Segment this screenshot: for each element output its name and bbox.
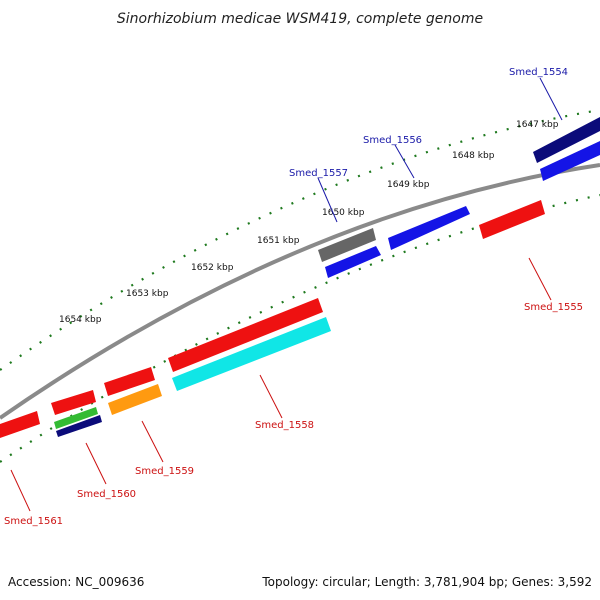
gene-label-smed-1556[interactable]: Smed_1556 xyxy=(363,135,422,146)
leader-smed-1560 xyxy=(85,442,107,485)
gene-smed-1559-feature[interactable] xyxy=(108,384,162,415)
scale-label-1652: 1652 kbp xyxy=(191,263,234,273)
gene-label-smed-1560[interactable]: Smed_1560 xyxy=(77,489,136,500)
scale-label-1648: 1648 kbp xyxy=(452,151,495,161)
scale-label-1649: 1649 kbp xyxy=(387,180,430,190)
gene-smed-1554b-feature[interactable] xyxy=(540,141,600,181)
leader-smed-1557 xyxy=(317,177,338,223)
gene-smed-1554-feature[interactable] xyxy=(533,117,600,163)
scale-label-1647: 1647 kbp xyxy=(516,120,559,130)
gene-red-forward-1-feature[interactable] xyxy=(168,298,323,372)
gene-red-forward-2-feature[interactable] xyxy=(104,367,155,396)
gene-label-smed-1561[interactable]: Smed_1561 xyxy=(4,516,63,527)
gene-label-smed-1557[interactable]: Smed_1557 xyxy=(289,168,348,179)
gene-smed-1555-feature[interactable] xyxy=(479,200,545,239)
gene-label-smed-1554[interactable]: Smed_1554 xyxy=(509,67,568,78)
gene-label-smed-1558[interactable]: Smed_1558 xyxy=(255,420,314,431)
gene-smed-1560-green-feature[interactable] xyxy=(54,407,98,429)
leader-smed-1561 xyxy=(10,469,31,512)
leader-smed-1554 xyxy=(539,77,563,121)
topology-label: Topology: circular; Length: 3,781,904 bp… xyxy=(261,575,592,589)
gene-red-forward-3-feature[interactable] xyxy=(51,390,96,415)
gene-smed-1558-feature[interactable] xyxy=(172,317,331,391)
leader-smed-1556 xyxy=(394,144,415,179)
scale-label-1653: 1653 kbp xyxy=(126,289,169,299)
gene-smed-1557-feature[interactable] xyxy=(325,246,381,278)
page-title: Sinorhizobium medicae WSM419, complete g… xyxy=(117,11,483,27)
leader-smed-1555 xyxy=(528,257,552,301)
gene-smed-1556-feature[interactable] xyxy=(388,206,470,250)
leader-smed-1559 xyxy=(141,420,164,463)
scale-label-1651: 1651 kbp xyxy=(257,236,300,246)
gene-smed-1560-feature[interactable] xyxy=(56,415,102,437)
accession-label: Accession: NC_009636 xyxy=(8,575,144,589)
scale-label-1654: 1654 kbp xyxy=(59,315,102,325)
gene-label-smed-1555[interactable]: Smed_1555 xyxy=(524,302,583,313)
gene-label-smed-1559[interactable]: Smed_1559 xyxy=(135,466,194,477)
leader-smed-1558 xyxy=(259,374,283,419)
genome-backbone xyxy=(0,163,600,420)
scale-label-1650: 1650 kbp xyxy=(322,208,365,218)
gene-smed-1561-feature[interactable] xyxy=(0,411,40,438)
gene-smed-1557-gray-feature[interactable] xyxy=(318,228,376,262)
